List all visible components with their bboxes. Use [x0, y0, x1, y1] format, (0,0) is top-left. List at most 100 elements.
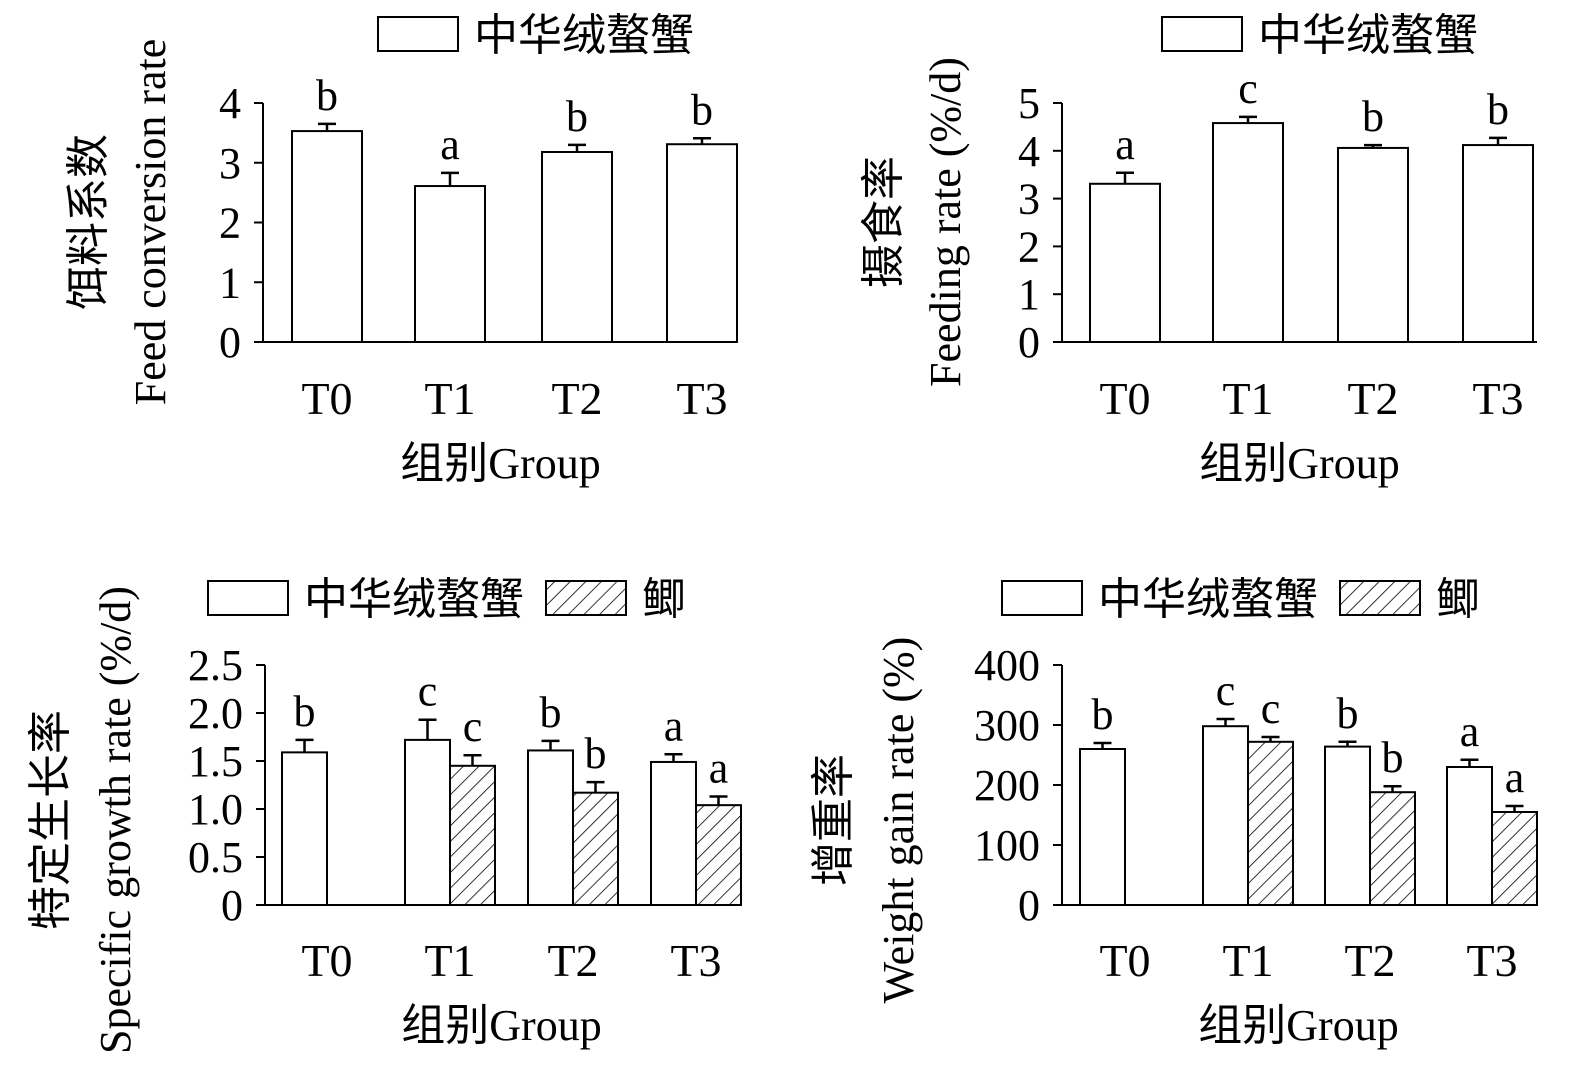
bar-hatched-T2	[1369, 791, 1416, 907]
significance-letter: b	[566, 92, 588, 141]
x-axis-title: 组别Group	[401, 1001, 601, 1050]
significance-letter: a	[709, 744, 729, 793]
x-tick-label: T0	[1099, 373, 1150, 424]
y-tick-label: 300	[974, 701, 1040, 750]
y-axis-title-cn: 摄食率	[859, 156, 908, 288]
bar-hatched-T1	[449, 764, 496, 906]
x-tick-label: T2	[1344, 935, 1395, 986]
legend-swatch-open	[1001, 580, 1083, 616]
legend-label: 鲫	[642, 575, 686, 624]
y-axis-title-cn: 特定生长率	[26, 710, 75, 930]
legend-swatch-hatched	[1339, 580, 1421, 616]
chart-panel-1: 0 1 2 3 4 T0 T1 T2 T3 组别Group 饵料系数 Feed conversion …	[64, 11, 738, 488]
significance-letter: a	[1460, 707, 1480, 756]
x-tick-label: T0	[1099, 935, 1150, 986]
bar-hatched-T1	[1247, 740, 1294, 906]
y-tick-label: 3	[1018, 175, 1040, 224]
y-tick-label: 1	[219, 258, 241, 307]
significance-letter: c	[418, 667, 438, 716]
bar-open-T0	[291, 130, 363, 343]
bar-open-T3	[666, 143, 738, 343]
y-tick-label: 100	[974, 821, 1040, 870]
significance-letter: b	[1092, 690, 1114, 739]
bar-open-T3	[650, 760, 697, 907]
bar-open-T1	[1202, 725, 1249, 907]
significance-letter: b	[316, 71, 338, 120]
significance-letter: b	[1487, 85, 1509, 134]
y-axis-title: Feeding rate (%/d)	[921, 57, 970, 387]
x-tick-label: T1	[1222, 373, 1273, 424]
significance-letter: c	[1261, 684, 1281, 733]
significance-letter: a	[664, 701, 684, 750]
bar-open-T3	[1446, 766, 1493, 906]
x-tick-label: T3	[676, 373, 727, 424]
y-axis-title: Feed conversion rate	[126, 39, 175, 406]
y-axis-title: Specific growth rate (%/d)	[91, 586, 140, 1054]
legend-label: 鲫	[1436, 575, 1480, 624]
x-tick-label: T0	[301, 373, 352, 424]
bar-hatched-T3	[1491, 811, 1538, 906]
y-tick-label: 1.0	[188, 785, 243, 834]
y-axis-title-cn: 饵料系数	[64, 134, 113, 310]
bar-open-T3	[1462, 144, 1534, 343]
x-tick-label: T3	[1466, 935, 1517, 986]
bar-open-T0	[281, 751, 328, 906]
x-tick-label: T2	[1347, 373, 1398, 424]
bar-open-T2	[527, 749, 574, 906]
significance-letter: b	[691, 85, 713, 134]
x-tick-label: T1	[424, 373, 475, 424]
y-tick-label: 4	[1018, 127, 1040, 176]
y-tick-label: 400	[974, 641, 1040, 690]
bar-open-T2	[1337, 146, 1409, 343]
legend-label: 中华绒螯蟹	[474, 11, 694, 60]
significance-letter: b	[1362, 92, 1384, 141]
bar-open-T0	[1089, 182, 1161, 343]
y-tick-label: 0	[221, 881, 243, 930]
significance-letter: b	[585, 729, 607, 778]
bar-hatched-T3	[695, 804, 742, 906]
y-tick-label: 1	[1018, 270, 1040, 319]
y-tick-label: 2.5	[188, 641, 243, 690]
significance-letter: b	[1337, 689, 1359, 738]
significance-letter: b	[1382, 733, 1404, 782]
y-tick-label: 0	[1018, 318, 1040, 367]
significance-letter: a	[1505, 753, 1525, 802]
y-tick-label: 2.0	[188, 689, 243, 738]
legend-swatch-open	[207, 580, 289, 616]
x-axis-title: 组别Group	[400, 439, 600, 488]
legend-label: 中华绒螯蟹	[1258, 11, 1478, 60]
y-tick-label: 0.5	[188, 833, 243, 882]
y-axis-title-cn: 增重率	[809, 754, 858, 886]
significance-letter: b	[294, 687, 316, 736]
significance-letter: c	[1216, 666, 1236, 715]
significance-letter: c	[463, 702, 483, 751]
y-tick-label: 2	[1018, 222, 1040, 271]
y-tick-label: 3	[219, 139, 241, 188]
chart-panel-4: 0 100 200 300 400 T0 T1 T2 T3 组别Group 增重率 Weight ga…	[809, 575, 1538, 1050]
y-tick-label: 200	[974, 761, 1040, 810]
y-tick-label: 0	[219, 318, 241, 367]
y-tick-label: 4	[219, 79, 241, 128]
legend-swatch-hatched	[545, 580, 627, 616]
x-tick-label: T3	[1472, 373, 1523, 424]
y-tick-label: 1.5	[188, 737, 243, 786]
x-tick-label: T0	[301, 935, 352, 986]
bar-open-T1	[404, 738, 451, 906]
y-tick-label: 2	[219, 199, 241, 248]
x-axis-title: 组别Group	[1199, 439, 1399, 488]
x-tick-label: T2	[547, 935, 598, 986]
significance-letter: a	[440, 120, 460, 169]
significance-letter: a	[1115, 120, 1135, 169]
significance-letter: c	[1238, 64, 1258, 113]
x-tick-label: T3	[670, 935, 721, 986]
bar-open-T1	[414, 185, 486, 343]
x-tick-label: T2	[551, 373, 602, 424]
legend-swatch-open	[377, 16, 459, 52]
x-tick-label: T1	[424, 935, 475, 986]
y-axis-title: Weight gain rate (%)	[874, 637, 923, 1004]
legend-swatch-open	[1161, 16, 1243, 52]
y-tick-label: 5	[1018, 79, 1040, 128]
bar-open-T2	[541, 150, 613, 343]
